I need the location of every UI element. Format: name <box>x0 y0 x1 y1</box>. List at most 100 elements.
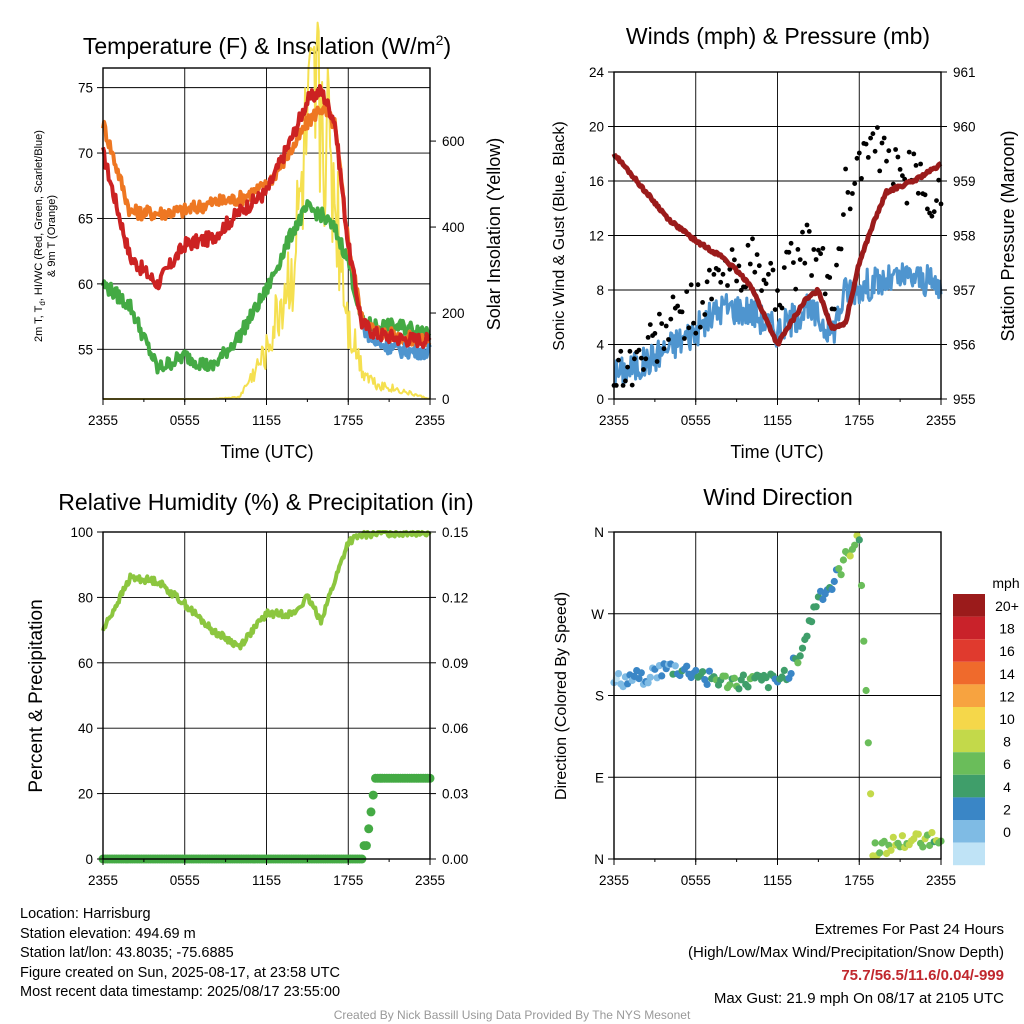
y-tick-label: 55 <box>78 342 93 357</box>
direction-point <box>803 632 811 640</box>
station-elevation: Station elevation: 494.69 m <box>20 925 196 942</box>
extremes-values: 75.7/56.5/11.6/0.04/-999 <box>841 967 1004 984</box>
direction-point <box>699 668 707 676</box>
gust-point <box>720 271 726 277</box>
y-tick-label: 20 <box>589 120 604 135</box>
gust-point <box>863 141 869 147</box>
direction-point <box>862 686 870 695</box>
gust-point <box>779 305 785 311</box>
gust-point <box>754 252 760 257</box>
wind-ticks: 2355 0555 1155 1755 2355 0 4 8 12 16 20 24 955 956 957… <box>589 65 976 428</box>
y2-tick-label: 958 <box>953 229 976 244</box>
gust-point <box>772 307 778 312</box>
direction-point <box>808 618 816 626</box>
direction-points <box>610 531 945 860</box>
x-tick-label: 0555 <box>681 413 711 428</box>
y-tick-label: 24 <box>589 65 605 80</box>
wind-panel: Winds (mph) & Pressure (mb) 2355 0555 1155… <box>551 23 1018 462</box>
gust-point <box>841 212 846 218</box>
y2-tick-label: 0.06 <box>442 721 468 736</box>
x-tick-label: 2355 <box>415 413 445 428</box>
gust-point <box>625 364 630 370</box>
gust-point <box>775 288 780 293</box>
gust-point <box>781 265 787 270</box>
gust-point <box>684 289 690 294</box>
legend-swatch <box>953 707 985 730</box>
direction-point <box>887 846 895 854</box>
wind-series <box>611 125 944 388</box>
y-tick-label: 12 <box>589 229 604 244</box>
gust-point <box>856 150 862 156</box>
y-tick-label: 20 <box>78 787 93 802</box>
direction-point <box>819 595 827 604</box>
gust-point <box>804 222 810 228</box>
gust-point <box>729 247 735 253</box>
y2-tick-label: 0.09 <box>442 656 468 671</box>
y-tick-label: 8 <box>596 283 604 298</box>
direction-point <box>851 541 859 549</box>
direction-point <box>798 644 807 652</box>
direction-ylabel: Direction (Colored By Speed) <box>553 592 570 800</box>
gust-point <box>806 229 812 234</box>
gust-point <box>845 190 851 195</box>
gust-point <box>822 291 828 297</box>
direction-point <box>637 669 645 677</box>
x-tick-label: 2355 <box>88 413 118 428</box>
y2-tick-label: 0 <box>442 392 450 407</box>
precip-point <box>364 824 374 834</box>
gust-point <box>745 242 751 248</box>
gust-point <box>688 282 694 288</box>
direction-point <box>830 577 838 586</box>
precip-point <box>361 841 371 851</box>
direction-point <box>839 556 848 564</box>
gust-point <box>645 335 651 340</box>
direction-point <box>928 829 936 837</box>
direction-point <box>730 674 739 682</box>
gust-point <box>727 266 733 272</box>
temperature-xlabel: Time (UTC) <box>220 442 313 462</box>
gust-point <box>884 158 889 164</box>
gust-point <box>886 148 892 154</box>
legend-label: 20+ <box>995 598 1019 614</box>
direction-point <box>683 662 691 670</box>
gust-point <box>632 356 637 362</box>
gust-point <box>643 356 649 362</box>
gust-point <box>934 198 939 204</box>
pressure-line <box>611 152 943 347</box>
legend-title: mph <box>992 575 1019 591</box>
temperature-series <box>101 21 432 400</box>
gust-point <box>931 209 937 215</box>
figure-created: Figure created on Sun, 2025-08-17, at 23… <box>20 964 340 981</box>
y-tick-label: W <box>591 607 604 622</box>
temperature-ylabel-line1: 2m T, Td, HI/WC (Red, Green, Scarlet/Blu… <box>33 130 47 342</box>
gust-point <box>638 355 644 361</box>
gust-point <box>700 300 705 305</box>
y-tick-label: 0 <box>85 852 93 867</box>
precip-point <box>368 790 378 800</box>
gust-point <box>707 267 712 273</box>
sonic-wind-line <box>612 262 943 388</box>
gust-point <box>811 247 817 252</box>
direction-point <box>846 552 854 560</box>
direction-point <box>828 585 836 594</box>
direction-point <box>658 672 666 680</box>
y2-tick-label: 0.15 <box>442 525 468 540</box>
temperature-panel: Temperature (F) & Insolation (W/m2) 2355… <box>33 21 504 462</box>
direction-point <box>889 833 897 841</box>
y2-tick-label: 600 <box>442 134 465 149</box>
direction-point <box>726 681 734 689</box>
temperature-ticks: 2355 0555 1155 1755 2355 55 60 65 70 75 0 200 400 600 <box>78 81 465 428</box>
station-location: Location: Harrisburg <box>20 906 151 922</box>
gust-point <box>788 240 794 246</box>
gust-point <box>768 260 774 266</box>
y-tick-label: 60 <box>78 277 93 292</box>
gust-point <box>709 296 714 302</box>
direction-ticks: 2355 0555 1155 1755 2355 N E S W N <box>591 525 956 888</box>
gust-point <box>704 279 710 285</box>
gust-point <box>872 148 878 154</box>
gust-point <box>868 135 873 141</box>
legend-swatch <box>953 616 985 640</box>
gust-point <box>854 155 860 161</box>
gust-point <box>666 337 671 342</box>
gust-point <box>879 140 885 146</box>
